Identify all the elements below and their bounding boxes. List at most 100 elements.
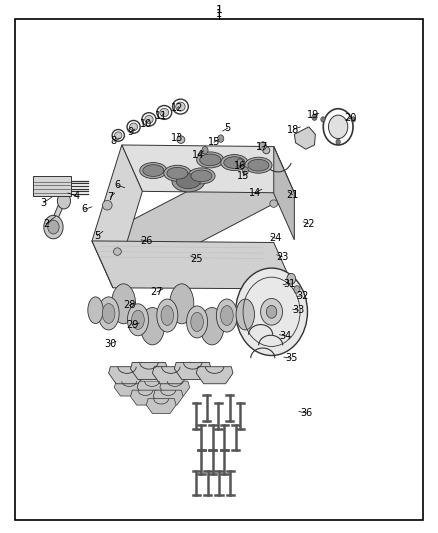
Ellipse shape — [102, 303, 115, 324]
Polygon shape — [114, 381, 144, 396]
Ellipse shape — [188, 168, 215, 184]
Circle shape — [336, 139, 340, 144]
Polygon shape — [122, 145, 294, 193]
Ellipse shape — [200, 154, 221, 166]
Ellipse shape — [177, 136, 185, 143]
Circle shape — [48, 220, 59, 234]
Ellipse shape — [140, 308, 164, 345]
Text: 23: 23 — [276, 252, 289, 262]
Circle shape — [236, 268, 307, 356]
Text: 29: 29 — [126, 320, 138, 330]
Text: 5: 5 — [225, 123, 231, 133]
Polygon shape — [294, 127, 315, 149]
Text: 36: 36 — [300, 408, 313, 418]
Ellipse shape — [160, 108, 169, 117]
Text: 34: 34 — [279, 331, 292, 341]
Ellipse shape — [143, 165, 164, 176]
Circle shape — [259, 142, 266, 150]
Ellipse shape — [200, 308, 224, 345]
Text: 32: 32 — [296, 291, 308, 301]
Circle shape — [218, 135, 224, 142]
Text: 3: 3 — [41, 198, 47, 207]
Text: 24: 24 — [269, 233, 281, 243]
Text: 35: 35 — [285, 353, 297, 363]
Text: 31: 31 — [283, 279, 295, 288]
Ellipse shape — [270, 200, 278, 207]
Polygon shape — [196, 367, 233, 384]
Circle shape — [237, 159, 243, 166]
Ellipse shape — [216, 299, 237, 332]
Ellipse shape — [172, 171, 205, 192]
Ellipse shape — [221, 305, 233, 326]
Circle shape — [321, 117, 325, 122]
Circle shape — [261, 298, 283, 325]
Circle shape — [202, 147, 208, 154]
Polygon shape — [152, 367, 189, 384]
Circle shape — [44, 215, 63, 239]
Text: 22: 22 — [303, 219, 315, 229]
Ellipse shape — [145, 116, 153, 124]
Text: 12: 12 — [171, 103, 184, 113]
Ellipse shape — [248, 159, 269, 171]
Polygon shape — [92, 241, 294, 289]
Ellipse shape — [102, 200, 112, 210]
Text: 19: 19 — [307, 110, 319, 119]
Text: 9: 9 — [127, 127, 134, 137]
Text: 1: 1 — [215, 5, 223, 15]
Polygon shape — [131, 390, 160, 405]
Ellipse shape — [191, 170, 212, 182]
Circle shape — [328, 115, 348, 139]
Ellipse shape — [161, 305, 173, 326]
Circle shape — [351, 117, 356, 122]
Text: 26: 26 — [141, 236, 153, 246]
Ellipse shape — [157, 299, 178, 332]
Text: 1: 1 — [216, 9, 222, 19]
Bar — [33, 176, 71, 196]
Polygon shape — [137, 381, 167, 396]
Circle shape — [312, 114, 317, 120]
Text: 28: 28 — [123, 301, 135, 310]
Polygon shape — [50, 203, 65, 224]
Text: 6: 6 — [81, 205, 88, 214]
Circle shape — [287, 273, 296, 284]
Ellipse shape — [170, 284, 194, 324]
Ellipse shape — [164, 165, 191, 181]
Text: 14: 14 — [192, 150, 204, 159]
Text: 25: 25 — [190, 254, 202, 263]
Polygon shape — [174, 362, 211, 379]
Text: 5: 5 — [94, 231, 100, 240]
Ellipse shape — [111, 284, 135, 324]
Ellipse shape — [191, 312, 203, 332]
Text: 18: 18 — [287, 125, 300, 134]
Ellipse shape — [176, 102, 185, 111]
Ellipse shape — [115, 132, 122, 139]
Text: 15: 15 — [237, 171, 249, 181]
Ellipse shape — [167, 167, 188, 179]
Text: 6: 6 — [114, 181, 120, 190]
Circle shape — [57, 193, 71, 209]
Text: 4: 4 — [74, 191, 80, 201]
Polygon shape — [131, 362, 167, 379]
Ellipse shape — [132, 310, 144, 329]
Ellipse shape — [140, 163, 167, 179]
Ellipse shape — [98, 297, 119, 330]
Ellipse shape — [263, 147, 270, 154]
Polygon shape — [153, 390, 183, 405]
Text: 21: 21 — [286, 190, 299, 199]
Polygon shape — [146, 399, 176, 414]
Text: 10: 10 — [140, 119, 152, 128]
Polygon shape — [160, 381, 190, 396]
Polygon shape — [109, 367, 145, 384]
Ellipse shape — [236, 299, 254, 330]
Ellipse shape — [113, 248, 121, 255]
Text: 2: 2 — [43, 219, 49, 229]
Ellipse shape — [221, 155, 248, 171]
Circle shape — [242, 167, 248, 174]
Text: 30: 30 — [104, 339, 117, 349]
Text: 11: 11 — [155, 111, 167, 121]
Circle shape — [266, 305, 277, 318]
Text: 13: 13 — [171, 133, 184, 142]
Ellipse shape — [187, 306, 208, 338]
Ellipse shape — [176, 174, 200, 189]
Polygon shape — [92, 147, 294, 288]
